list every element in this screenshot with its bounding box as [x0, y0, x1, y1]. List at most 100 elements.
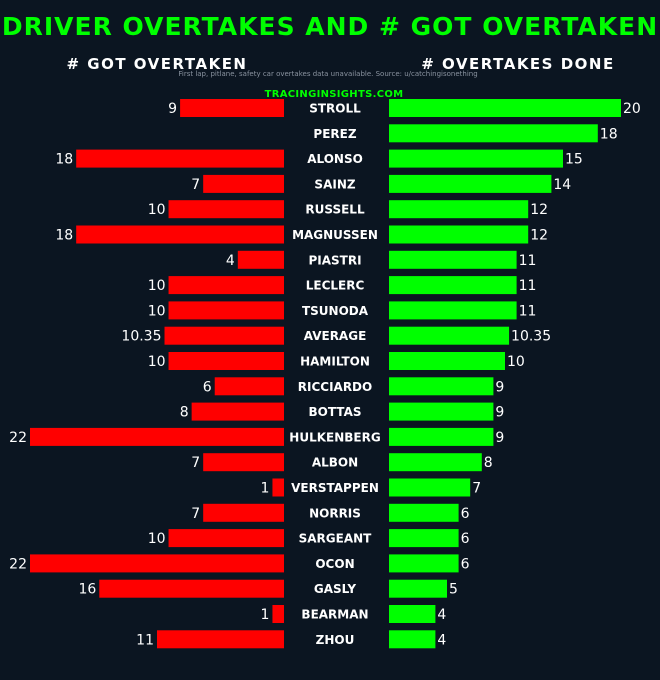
driver-label-magnussen: MAGNUSSEN: [292, 228, 378, 242]
driver-label-alonso: ALONSO: [307, 152, 363, 166]
got-overtaken-bar-stroll: [180, 99, 284, 117]
driver-label-perez: PEREZ: [313, 127, 356, 141]
overtakes-done-value-leclerc: 11: [519, 278, 537, 294]
got-overtaken-bar-tsunoda: [168, 301, 284, 320]
chart-title: DRIVER OVERTAKES AND # GOT OVERTAKEN: [2, 12, 658, 41]
driver-label-norris: NORRIS: [309, 506, 361, 520]
got-overtaken-value-stroll: 9: [168, 101, 177, 117]
overtakes-done-value-bottas: 9: [495, 405, 504, 421]
overtakes-done-value-gasly: 5: [449, 582, 458, 598]
overtakes-done-value-perez: 18: [600, 126, 618, 142]
driver-label-bearman: BEARMAN: [301, 608, 368, 622]
got-overtaken-value-hamilton: 10: [148, 354, 166, 370]
got-overtaken-bar-hamilton: [168, 352, 284, 370]
overtakes-done-bar-average: [389, 326, 510, 345]
overtakes-done-value-zhou: 4: [437, 632, 446, 648]
got-overtaken-bar-sainz: [203, 174, 284, 193]
driver-label-leclerc: LECLERC: [306, 279, 365, 293]
overtakes-done-bar-bottas: [389, 402, 494, 421]
overtakes-done-bar-hamilton: [389, 352, 505, 370]
got-overtaken-bar-bearman: [272, 605, 284, 623]
overtakes-done-bar-verstappen: [389, 478, 471, 497]
overtakes-done-value-albon: 8: [484, 455, 493, 471]
driver-label-stroll: STROLL: [309, 102, 361, 116]
overtakes-done-value-stroll: 20: [623, 101, 641, 117]
right-header: # OVERTAKES DONE: [421, 55, 614, 73]
overtakes-done-bar-russell: [389, 200, 529, 219]
overtakes-done-bar-leclerc: [389, 276, 517, 295]
overtakes-done-bar-sargeant: [389, 529, 459, 548]
got-overtaken-bar-bottas: [191, 402, 284, 421]
overtakes-done-bar-gasly: [389, 579, 447, 598]
driver-label-sargeant: SARGEANT: [299, 532, 373, 546]
got-overtaken-value-sainz: 7: [191, 177, 200, 193]
overtakes-done-bar-ricciardo: [389, 377, 494, 396]
overtakes-done-bar-piastri: [389, 250, 517, 269]
got-overtaken-value-bearman: 1: [261, 607, 270, 623]
driver-label-ricciardo: RICCIARDO: [298, 380, 372, 394]
got-overtaken-bar-zhou: [157, 630, 284, 649]
overtakes-done-value-piastri: 11: [519, 253, 537, 269]
overtakes-done-bar-norris: [389, 503, 459, 522]
got-overtaken-bar-ricciardo: [214, 377, 284, 396]
overtakes-done-value-hulkenberg: 9: [495, 430, 504, 446]
overtakes-done-value-ricciardo: 9: [495, 379, 504, 395]
got-overtaken-value-hulkenberg: 22: [9, 430, 27, 446]
got-overtaken-bar-sargeant: [168, 529, 284, 548]
overtakes-done-value-average: 10.35: [511, 329, 551, 345]
overtakes-done-value-magnussen: 12: [530, 228, 548, 244]
driver-label-piastri: PIASTRI: [308, 253, 361, 267]
got-overtaken-value-sargeant: 10: [148, 531, 166, 547]
overtakes-done-value-bearman: 4: [437, 607, 446, 623]
got-overtaken-bar-verstappen: [272, 478, 284, 497]
overtakes-done-value-ocon: 6: [461, 556, 470, 572]
driver-label-gasly: GASLY: [314, 582, 357, 596]
overtakes-done-bar-sainz: [389, 174, 552, 193]
driver-label-average: AVERAGE: [304, 329, 367, 343]
got-overtaken-value-ocon: 22: [9, 556, 27, 572]
overtakes-done-value-hamilton: 10: [507, 354, 525, 370]
got-overtaken-value-zhou: 11: [136, 632, 154, 648]
watermark: TRACINGINSIGHTS.COM: [265, 89, 404, 100]
got-overtaken-value-norris: 7: [191, 506, 200, 522]
got-overtaken-value-tsunoda: 10: [148, 303, 166, 319]
got-overtaken-value-albon: 7: [191, 455, 200, 471]
got-overtaken-bar-norris: [203, 503, 284, 522]
overtakes-done-bar-alonso: [389, 149, 563, 168]
source-note: First lap, pitlane, safety car overtakes…: [178, 70, 477, 78]
driver-label-tsunoda: TSUNODA: [302, 304, 369, 318]
left-header: # GOT OVERTAKEN: [67, 55, 248, 73]
overtakes-done-value-russell: 12: [530, 202, 548, 218]
overtakes-done-value-sargeant: 6: [461, 531, 470, 547]
overtakes-done-bar-hulkenberg: [389, 427, 494, 446]
overtakes-done-bar-ocon: [389, 554, 459, 573]
overtakes-done-value-verstappen: 7: [472, 481, 481, 497]
got-overtaken-value-russell: 10: [148, 202, 166, 218]
got-overtaken-bar-leclerc: [168, 276, 284, 295]
driver-label-bottas: BOTTAS: [309, 405, 362, 419]
overtakes-done-bar-zhou: [389, 630, 436, 649]
overtakes-done-bar-stroll: [389, 99, 621, 117]
overtakes-done-value-tsunoda: 11: [519, 303, 537, 319]
got-overtaken-value-bottas: 8: [180, 405, 189, 421]
got-overtaken-bar-average: [164, 326, 284, 345]
driver-label-hamilton: HAMILTON: [300, 355, 370, 369]
got-overtaken-value-verstappen: 1: [261, 481, 270, 497]
overtakes-done-value-sainz: 14: [553, 177, 571, 193]
overtakes-done-bar-tsunoda: [389, 301, 517, 320]
got-overtaken-value-leclerc: 10: [148, 278, 166, 294]
driver-label-zhou: ZHOU: [316, 633, 355, 647]
driver-label-hulkenberg: HULKENBERG: [289, 430, 380, 444]
got-overtaken-bar-ocon: [30, 554, 284, 573]
got-overtaken-bar-piastri: [237, 250, 284, 269]
overtakes-done-bar-magnussen: [389, 225, 529, 244]
overtakes-done-bar-albon: [389, 453, 482, 472]
driver-label-verstappen: VERSTAPPEN: [291, 481, 379, 495]
got-overtaken-value-ricciardo: 6: [203, 379, 212, 395]
overtakes-done-bar-perez: [389, 124, 598, 143]
got-overtaken-bar-magnussen: [76, 225, 284, 244]
got-overtaken-value-piastri: 4: [226, 253, 235, 269]
got-overtaken-bar-alonso: [76, 149, 284, 168]
driver-label-ocon: OCON: [315, 557, 354, 571]
